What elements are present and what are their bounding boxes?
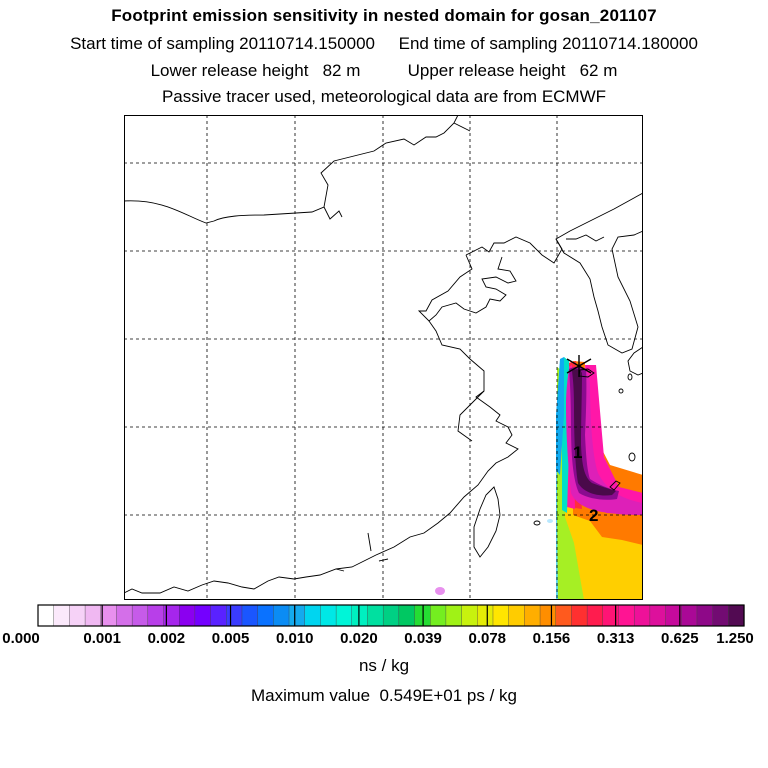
colorbar-tick-label: 0.313 <box>596 630 635 647</box>
footprint-map: 1 2 <box>124 115 643 600</box>
colorbar-cell <box>696 604 714 627</box>
colorbar-cell <box>38 605 55 626</box>
maximum-value-text: Maximum value 0.549E+01 ps / kg <box>251 686 517 705</box>
colorbar-cell <box>304 604 321 627</box>
colorbar-tick-label: 0.010 <box>275 630 314 647</box>
footprint-plume <box>435 357 643 600</box>
colorbar-cell <box>178 604 196 627</box>
colorbar-cell <box>273 604 290 627</box>
coastlines <box>124 115 643 594</box>
colorbar-tick-label: 1.250 <box>716 630 754 647</box>
colorbar-cell <box>382 604 400 627</box>
colorbar-cell <box>194 604 212 627</box>
colorbar-cell <box>131 604 149 627</box>
map-frame <box>124 115 643 600</box>
colorbar-cell <box>555 604 573 627</box>
colorbar-cell <box>226 604 243 627</box>
receptor-star-marker <box>566 355 592 377</box>
colorbar-frame <box>37 604 745 627</box>
trajectory-marker-1: 1 <box>573 443 582 462</box>
colorbar-tick-label: 0.078 <box>468 630 507 647</box>
sampling-time-line: Start time of sampling 20110714.150000 E… <box>70 34 698 53</box>
colorbar-cell <box>53 604 70 627</box>
lat-lon-grid <box>124 115 643 600</box>
tracer-info-line: Passive tracer used, meteorological data… <box>161 87 607 106</box>
colorbar-cell <box>351 604 369 627</box>
colorbar-cell <box>524 604 541 627</box>
colorbar-cell <box>633 604 651 627</box>
colorbar-cell <box>649 604 667 627</box>
colorbar-cell <box>257 604 274 627</box>
colorbar-cell <box>586 604 604 627</box>
colorbar-unit: ns / kg <box>358 656 410 675</box>
colorbar-cell <box>241 604 259 627</box>
colorbar-cell <box>445 604 463 627</box>
colorbar-cell <box>430 604 447 627</box>
colorbar-tick-label: 0.039 <box>404 630 442 647</box>
colorbar-cell <box>69 604 86 627</box>
colorbar-cell <box>116 604 133 627</box>
colorbar-cell <box>320 604 337 627</box>
colorbar-cell <box>335 604 353 627</box>
colorbar-cell <box>288 604 306 627</box>
colorbar-cell <box>84 604 102 627</box>
colorbar-cell <box>100 604 118 627</box>
colorbar-cell <box>210 604 227 627</box>
colorbar <box>37 604 745 627</box>
colorbar-cell <box>618 604 635 627</box>
colorbar-cell <box>681 604 698 627</box>
colorbar-cell <box>367 604 384 627</box>
colorbar-tick-label: 0.156 <box>532 630 571 647</box>
colorbar-tick-label: 0.005 <box>211 630 250 647</box>
colorbar-cell <box>571 604 588 627</box>
colorbar-cell <box>461 604 478 627</box>
colorbar-cell <box>602 604 620 627</box>
colorbar-cell <box>539 604 557 627</box>
colorbar-cell <box>147 604 165 627</box>
colorbar-cell <box>728 604 745 627</box>
colorbar-tick-label: 0.000 <box>2 630 40 647</box>
colorbar-cell <box>477 604 494 627</box>
colorbar-tick-label: 0.625 <box>661 630 699 647</box>
colorbar-cell <box>398 604 416 627</box>
release-height-line: Lower release height 82 m Upper release … <box>150 61 618 80</box>
trajectory-marker-2: 2 <box>589 506 598 525</box>
colorbar-tick-label: 0.020 <box>340 630 378 647</box>
colorbar-cell <box>508 604 525 627</box>
colorbar-cell <box>492 604 510 627</box>
colorbar-tick-label: 0.002 <box>147 630 186 647</box>
colorbar-tick-label: 0.001 <box>83 630 121 647</box>
colorbar-cell <box>712 604 729 627</box>
plot-title: Footprint emission sensitivity in nested… <box>111 6 657 25</box>
